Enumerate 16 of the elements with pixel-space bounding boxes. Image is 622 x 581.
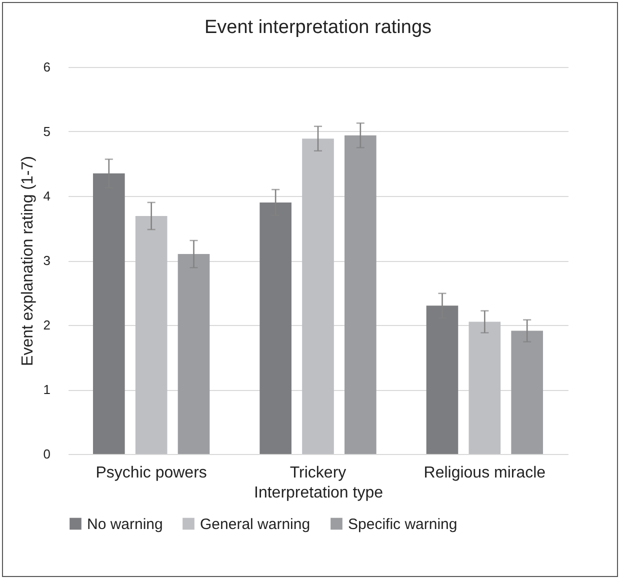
y-tick-label: 4 (43, 188, 50, 204)
y-tick-label: 1 (43, 382, 50, 397)
y-tick-label: 3 (43, 253, 50, 268)
y-tick-label: 5 (43, 124, 50, 139)
legend-label: No warning (87, 516, 163, 533)
x-tick-label: Trickery (290, 464, 346, 482)
legend-label: Specific warning (348, 516, 458, 533)
legend-label: General warning (200, 516, 310, 533)
x-tick-label: Psychic powers (96, 464, 207, 482)
y-axis-title: Event explanation rating (1-7) (19, 156, 36, 366)
y-tick-label: 2 (43, 318, 50, 332)
x-axis-title: Interpretation type (254, 484, 384, 502)
y-tick-label: 6 (43, 60, 50, 74)
x-tick-label: Religious miracle (424, 464, 546, 482)
chart-title: Event interpretation ratings (204, 17, 432, 38)
y-tick-label: 0 (43, 446, 50, 462)
